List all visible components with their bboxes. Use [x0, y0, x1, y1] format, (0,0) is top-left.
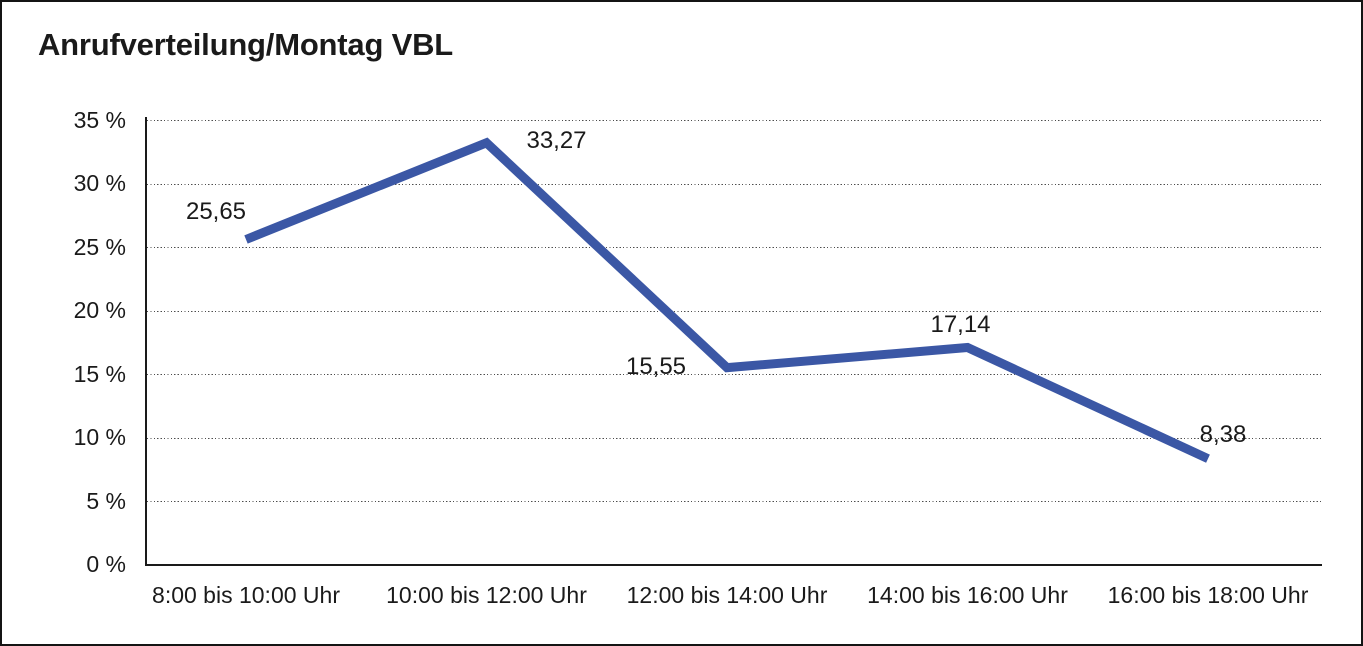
- x-axis-line: [145, 564, 1322, 566]
- data-line: [244, 137, 1210, 463]
- gridline: [147, 120, 1322, 122]
- gridline: [147, 501, 1322, 503]
- y-tick-label: 20 %: [73, 297, 126, 324]
- gridline: [147, 183, 1322, 185]
- x-category-label: 10:00 bis 12:00 Uhr: [386, 582, 587, 608]
- data-point-label: 17,14: [930, 311, 991, 339]
- x-category-label: 12:00 bis 14:00 Uhr: [626, 582, 828, 608]
- y-tick-label: 30 %: [73, 170, 126, 197]
- x-category-label: 14:00 bis 16:00 Uhr: [867, 582, 1068, 608]
- data-point-label: 25,65: [185, 197, 247, 225]
- y-tick-label: 15 %: [73, 360, 126, 387]
- y-tick-label: 10 %: [73, 424, 126, 451]
- chart-title: Anrufverteilung/Montag VBL: [38, 27, 454, 62]
- y-tick-label: 25 %: [73, 233, 126, 260]
- gridline: [147, 310, 1322, 312]
- y-tick-label: 5 %: [86, 487, 126, 514]
- gridline: [147, 374, 1322, 376]
- x-category-label: 8:00 bis 10:00 Uhr: [152, 582, 340, 608]
- x-category-label: 16:00 bis 18:00 Uhr: [1107, 582, 1309, 608]
- line-series: [244, 137, 1210, 463]
- data-point-label: 33,27: [526, 126, 587, 154]
- gridline: [147, 247, 1322, 249]
- plot-area: 35 % 30 % 25 % 20 % 15 % 10 % 5 % 0 % 8:00 bis 1…: [74, 108, 1322, 608]
- y-axis-line: [145, 117, 147, 566]
- y-tick-label: 35 %: [73, 106, 126, 133]
- data-point-label: 15,55: [625, 352, 687, 380]
- data-point-label: 8,38: [1199, 420, 1247, 448]
- y-tick-label: 0 %: [86, 551, 126, 578]
- gridline: [147, 437, 1322, 439]
